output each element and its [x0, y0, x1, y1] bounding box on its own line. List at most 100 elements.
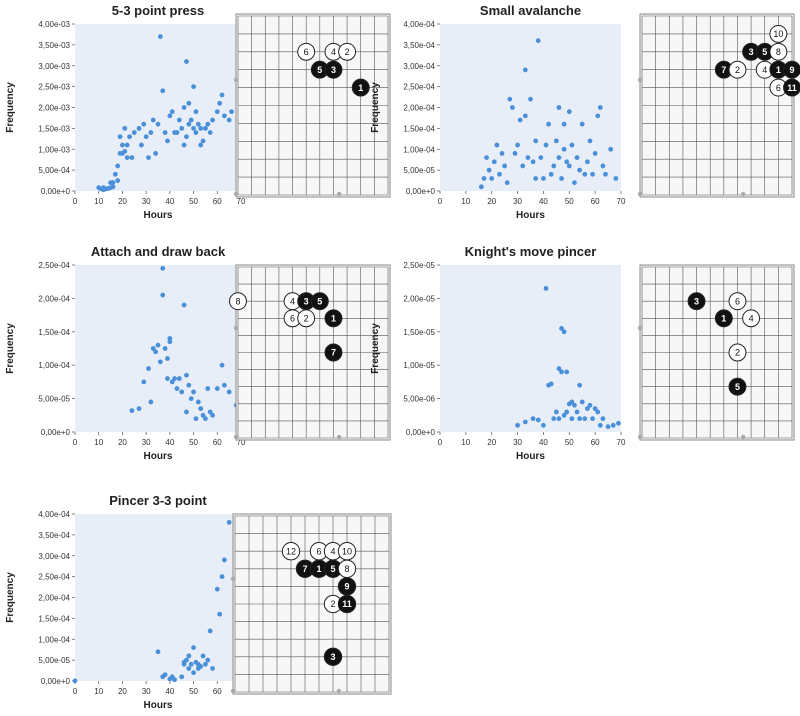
black-stone: 9: [783, 60, 800, 79]
stone-label: 2: [735, 348, 740, 358]
data-point: [186, 653, 192, 659]
white-stone: 6: [297, 42, 316, 61]
y-tick-label: 3,50e-04: [403, 41, 435, 50]
data-point: [214, 109, 220, 115]
plot-area: [440, 24, 621, 191]
edge-marker: [233, 191, 239, 197]
x-tick-label: 30: [513, 197, 522, 206]
data-point: [110, 180, 116, 186]
x-tick-label: 30: [142, 687, 151, 696]
x-tick-label: 20: [118, 197, 127, 206]
data-point: [181, 105, 187, 110]
data-point: [181, 142, 187, 148]
black-stone: 5: [310, 60, 329, 79]
black-stone: 1: [714, 309, 733, 328]
data-point: [595, 409, 601, 415]
data-point: [579, 399, 585, 405]
y-tick-label: 3,00e-04: [403, 62, 435, 71]
y-tick-label: 1,50e-04: [38, 614, 70, 623]
black-stone: 5: [755, 42, 774, 61]
data-point: [497, 171, 502, 177]
data-point: [600, 163, 606, 169]
stone-disc: [297, 42, 316, 61]
white-stone: 2: [338, 42, 357, 61]
stone-label: 1: [358, 83, 363, 93]
y-tick-label: 1,00e-05: [403, 361, 435, 370]
black-stone: 3: [687, 292, 706, 311]
stone-label: 10: [342, 546, 352, 556]
data-point: [157, 359, 163, 365]
y-tick-label: 1,50e-05: [403, 328, 435, 337]
stone-label: 1: [776, 65, 781, 75]
stone-disc: [323, 647, 343, 666]
x-tick-label: 20: [118, 687, 127, 696]
y-tick-label: 2,00e-04: [403, 104, 435, 113]
data-point: [502, 163, 508, 169]
y-tick-label: 1,50e-03: [38, 124, 70, 133]
data-point: [515, 142, 520, 148]
data-point: [535, 417, 541, 423]
data-point: [179, 389, 185, 395]
data-point: [553, 138, 559, 144]
data-point: [577, 416, 583, 422]
data-point: [167, 336, 173, 341]
y-tick-label: 2,50e-04: [38, 261, 70, 270]
x-tick-label: 50: [189, 687, 198, 696]
data-point: [160, 265, 166, 271]
data-point: [566, 163, 572, 169]
data-point: [198, 142, 204, 148]
x-tick-label: 20: [487, 197, 496, 206]
y-tick-label: 2,00e-04: [38, 594, 70, 603]
data-point: [195, 399, 201, 405]
stone-label: 9: [789, 65, 794, 75]
stone-disc: [783, 60, 800, 79]
data-point: [522, 67, 528, 73]
data-point: [564, 159, 570, 165]
data-point: [205, 121, 211, 127]
black-stone: 7: [324, 343, 343, 362]
data-point: [186, 121, 192, 127]
y-tick-label: 1,00e-04: [38, 635, 70, 644]
data-point: [222, 557, 227, 563]
data-point: [115, 163, 121, 169]
data-point: [188, 117, 194, 123]
y-tick-label: 5,00e-05: [403, 166, 435, 175]
stone-label: 3: [331, 65, 336, 75]
x-tick-label: 70: [617, 197, 626, 206]
data-point: [210, 666, 215, 671]
data-point: [613, 176, 619, 181]
y-tick-label: 0,00e+0: [41, 187, 71, 196]
y-tick-label: 3,50e-04: [38, 531, 70, 540]
stone-disc: [351, 78, 370, 97]
data-point: [165, 376, 170, 381]
x-tick-label: 60: [591, 197, 600, 206]
data-point: [181, 302, 187, 308]
stone-disc: [728, 343, 747, 362]
data-point: [522, 113, 528, 119]
data-point: [155, 649, 161, 655]
stone-disc: [324, 309, 343, 328]
data-point: [564, 369, 570, 375]
y-tick-label: 2,00e-03: [38, 104, 70, 113]
data-point: [169, 109, 175, 115]
data-point: [538, 155, 544, 161]
data-point: [143, 134, 149, 140]
stone-label: 8: [776, 47, 781, 57]
black-stone: 11: [337, 594, 357, 614]
x-tick-label: 10: [94, 438, 103, 447]
data-point: [548, 381, 554, 387]
x-tick-label: 50: [565, 197, 574, 206]
stone-disc: [769, 24, 788, 43]
edge-marker: [233, 325, 239, 331]
data-point: [510, 105, 515, 110]
data-point: [198, 125, 204, 131]
y-tick-label: 0,00e+0: [406, 187, 436, 196]
data-point: [556, 366, 562, 371]
data-point: [226, 519, 232, 525]
stone-disc: [281, 542, 301, 561]
data-point: [210, 412, 215, 418]
stone-label: 5: [735, 382, 740, 392]
data-point: [160, 292, 166, 298]
black-stone: 9: [337, 577, 357, 596]
data-point: [117, 134, 123, 140]
